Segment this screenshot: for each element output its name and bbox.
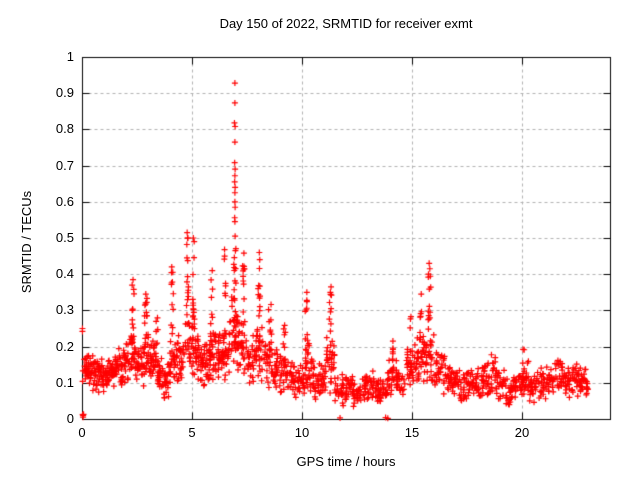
y-tick-label: 0.6 [55,193,74,209]
y-tick-label: 0.5 [55,230,74,245]
x-tick-label: 0 [78,425,86,440]
chart-title: Day 150 of 2022, SRMTID for receiver exm… [219,16,473,31]
y-tick-label: 0 [66,411,74,426]
y-tick-label: 0.3 [55,302,74,318]
x-tick-label: 10 [294,425,310,440]
y-tick-label: 0.4 [55,266,74,282]
y-tick-label: 0.1 [55,374,74,390]
x-axis-title: GPS time / hours [296,454,396,469]
x-tick-label: 15 [404,425,420,440]
y-tick-label: 0.8 [55,121,74,137]
y-tick-label: 0.7 [55,157,74,173]
y-tick-label: 1 [66,49,74,64]
x-tick-label: 5 [188,425,196,440]
y-tick-label: 0.9 [55,85,74,101]
x-tick-label: 20 [514,425,530,440]
y-tick-label: 0.2 [55,338,74,354]
